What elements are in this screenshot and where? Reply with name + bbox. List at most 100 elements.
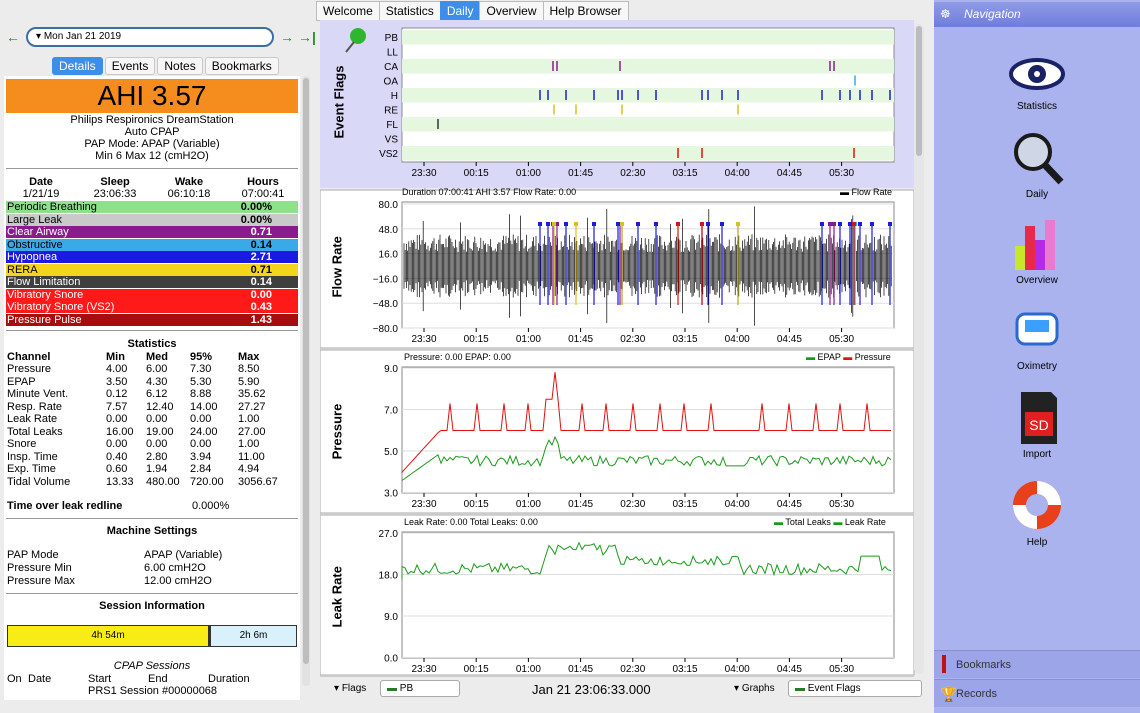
nav-oximetry[interactable]: Oximetry — [1004, 306, 1070, 372]
flow-event-marker — [828, 222, 832, 226]
flow-event-marker — [654, 222, 658, 226]
x-tick-label: 00:15 — [464, 334, 489, 345]
x-tick-label: 04:00 — [725, 499, 750, 510]
flow-event-marker — [720, 222, 724, 226]
statistics-cell: 8.50 — [238, 363, 260, 375]
pressure-legend-label: Pressure — [854, 352, 891, 362]
flow-event-marker — [820, 222, 824, 226]
tab-overview[interactable]: Overview — [479, 1, 544, 21]
flow-event-marker — [838, 222, 842, 226]
flow-ylabel: Flow Rate — [329, 236, 345, 298]
statistics-cell: 0.00 — [146, 413, 168, 425]
tab-welcome[interactable]: Welcome — [316, 1, 380, 21]
event-label: Vibratory Snore — [7, 288, 84, 301]
divider — [6, 168, 298, 169]
date-picker[interactable]: ▾ Mon Jan 21 2019 — [26, 27, 274, 47]
total-leaks-swatch: ▬ — [774, 517, 786, 527]
statistics-cell: 3.94 — [190, 450, 212, 463]
magnifier-icon — [1014, 133, 1064, 185]
tab-events[interactable]: Events — [104, 57, 156, 75]
tab-notes[interactable]: Notes — [157, 57, 203, 75]
tab-details[interactable]: Details — [52, 57, 103, 75]
pressure-legend: ▬ EPAP ▬ Pressure — [806, 352, 891, 362]
event-flag-label: OA — [384, 77, 399, 88]
flow-legend-swatch: ▬ — [840, 187, 852, 197]
flow-event-marker — [888, 222, 892, 226]
nav-help[interactable]: Help — [1004, 476, 1070, 548]
statistics-cell: 8.88 — [190, 388, 212, 400]
leak-header: Leak Rate: 0.00 Total Leaks: 0.00 — [404, 517, 538, 527]
flow-event-marker — [555, 222, 559, 226]
x-tick-label: 02:30 — [620, 664, 645, 675]
device-range: Min 6 Max 12 (cmH2O) — [95, 150, 209, 162]
nav-daily[interactable]: Daily — [1004, 128, 1070, 200]
event-row: Hypopnea 2.71 — [6, 251, 298, 263]
pushpin-icon[interactable] — [345, 28, 366, 53]
statistics-cell: 0.00 — [106, 413, 128, 425]
nav-overview[interactable]: Overview — [1004, 214, 1070, 286]
statistics-cell: Max — [238, 351, 260, 363]
x-tick-label: 02:30 — [620, 334, 645, 345]
next-day-arrow-icon[interactable]: → — [280, 29, 294, 45]
prev-day-arrow-icon[interactable]: ← — [6, 29, 20, 45]
event-label: Pressure Pulse — [7, 313, 82, 326]
flow-event-marker — [538, 222, 542, 226]
date-bar: ← ▾ Mon Jan 21 2019 → →| — [4, 26, 316, 50]
nav-statistics[interactable]: Statistics — [1004, 52, 1070, 112]
nav-import[interactable]: SD Import — [1004, 390, 1070, 460]
pressure-header: Pressure: 0.00 EPAP: 0.00 — [404, 352, 511, 362]
summary-header-hours: Hours — [247, 176, 279, 188]
chart-scrollbar[interactable] — [914, 24, 924, 674]
x-tick-label: 01:45 — [568, 499, 593, 510]
x-tick-label: 01:00 — [516, 499, 541, 510]
leak-redline-text: Time over leak redline — [7, 500, 123, 512]
flags-label-text: Flags — [341, 683, 367, 694]
flow-event-marker — [706, 222, 710, 226]
statistics-cell: 0.60 — [106, 463, 128, 475]
session-row[interactable]: PRS1 Session #00000068 — [6, 685, 298, 697]
tab-daily[interactable]: Daily — [439, 1, 481, 21]
setting-label: Pressure Max — [7, 575, 75, 587]
summary-hours: 07:00:41 — [241, 188, 285, 200]
event-flag-label: PB — [385, 33, 399, 44]
statistics-title: Statistics — [127, 338, 177, 350]
setting-value: APAP (Variable) — [144, 549, 223, 561]
event-row: Vibratory Snore 0.00 — [6, 288, 298, 301]
nav-records[interactable]: 🏆 Records — [934, 679, 1140, 707]
flags-select[interactable]: ▬ PB — [380, 680, 460, 697]
chart-scrollbar-thumb[interactable] — [916, 26, 922, 156]
statistics-cell: 95% — [190, 351, 213, 363]
statistics-row: EPAP 3.50 4.30 5.30 5.90 — [6, 376, 298, 388]
tab-help-browser[interactable]: Help Browser — [542, 1, 629, 21]
left-scrollbar[interactable] — [302, 76, 310, 686]
tab-bookmarks[interactable]: Bookmarks — [204, 57, 279, 75]
leak-y-tick: 18.0 — [379, 571, 399, 582]
event-flag-label: VS2 — [379, 149, 398, 160]
nav-bookmarks[interactable]: Bookmarks — [934, 650, 1140, 678]
left-scrollbar-thumb[interactable] — [303, 78, 309, 664]
statistics-cell: 24.00 — [190, 425, 218, 438]
statistics-cell: 0.00 — [190, 413, 212, 425]
flow-event-marker — [858, 222, 862, 226]
graphs-select[interactable]: ▬ Event Flags — [788, 680, 922, 697]
session-bar-primary[interactable]: 4h 54m — [7, 625, 209, 647]
epap-swatch: ▬ — [806, 352, 818, 362]
statistics-cell: Insp. Time — [7, 450, 58, 463]
statistics-cell: 1.00 — [238, 413, 260, 425]
session-bar-secondary[interactable]: 2h 6m — [209, 625, 297, 647]
tab-statistics[interactable]: Statistics — [378, 1, 441, 21]
flow-event-marker — [620, 222, 624, 226]
cpap-sessions-title: CPAP Sessions — [113, 660, 191, 672]
flow-y-tick: −16.0 — [373, 274, 399, 285]
last-day-arrow-icon[interactable]: →| — [298, 29, 316, 45]
statistics-cell: 4.00 — [106, 363, 128, 375]
timestamp: Jan 21 23:06:33.000 — [532, 682, 651, 697]
statistics-row: Tidal Volume 13.33 480.00 720.00 3056.67 — [6, 476, 298, 488]
oximeter-icon — [1015, 312, 1059, 346]
summary-wake: 06:10:18 — [167, 188, 211, 200]
flow-header: Duration 07:00:41 AHI 3.57 Flow Rate: 0.… — [402, 187, 577, 197]
statistics-cell: Tidal Volume — [7, 475, 71, 488]
setting-label: PAP Mode — [7, 549, 59, 561]
statistics-cell: 0.40 — [106, 450, 128, 463]
statistics-cell: 7.30 — [190, 363, 212, 375]
